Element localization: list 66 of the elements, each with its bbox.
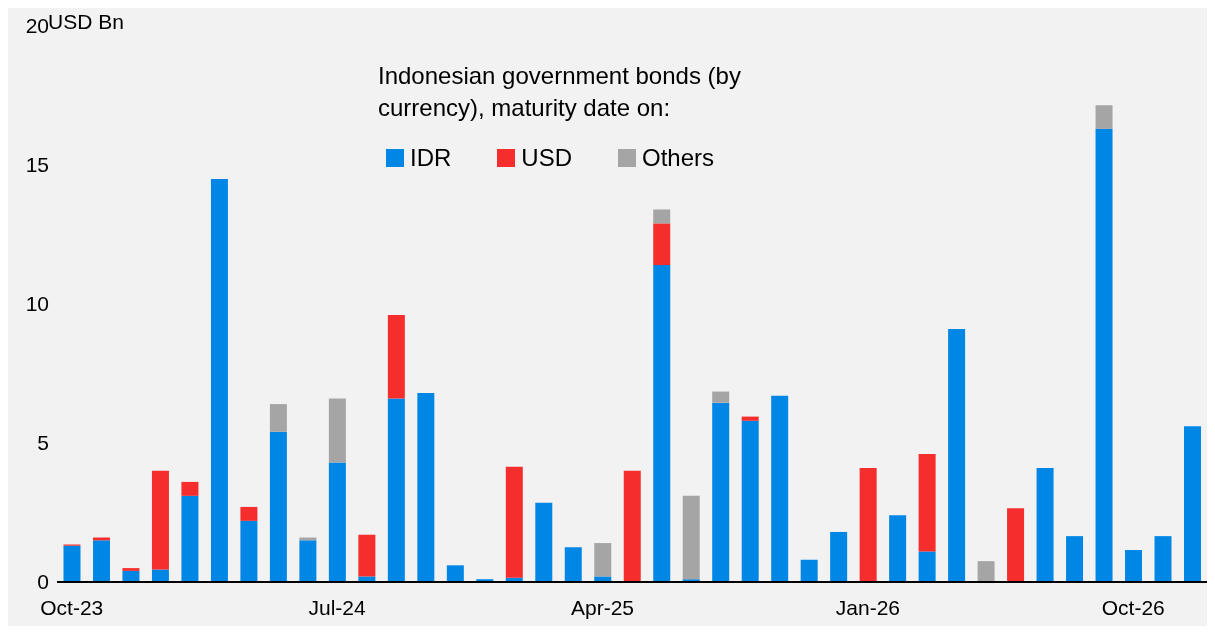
- x-tick-label: Apr-25: [571, 595, 635, 619]
- bar: [1095, 105, 1113, 129]
- y-tick-label: 0: [37, 570, 49, 594]
- bar: [948, 329, 966, 582]
- x-tick-label: Oct-26: [1101, 595, 1165, 619]
- bar: [151, 569, 169, 582]
- bar: [741, 416, 759, 421]
- bar: [918, 551, 936, 582]
- bar: [1095, 128, 1113, 582]
- bar: [859, 468, 877, 582]
- legend-label: Others: [642, 144, 715, 172]
- bar: [328, 462, 346, 582]
- bar: [358, 534, 376, 577]
- bar: [181, 495, 199, 582]
- bar: [594, 543, 612, 577]
- bar: [1154, 536, 1172, 582]
- bar: [122, 570, 140, 582]
- text: Indonesian government bonds (by currency), maturity date on:: [378, 61, 742, 123]
- bar: [918, 454, 936, 552]
- bar: [1125, 550, 1143, 582]
- bar: [181, 481, 199, 496]
- bar: [240, 520, 258, 582]
- bar: [653, 223, 671, 266]
- bar: [712, 391, 730, 403]
- bar: [446, 565, 464, 582]
- x-tick-label: Jul-24: [308, 595, 367, 619]
- bar: [299, 540, 317, 582]
- bar: [741, 420, 759, 582]
- bar: [1036, 468, 1054, 582]
- bar: [771, 395, 789, 582]
- bar: [92, 540, 110, 582]
- bar: [682, 495, 700, 580]
- bar: [800, 559, 818, 582]
- bar: [1066, 536, 1084, 582]
- y-tick-label: 5: [37, 431, 49, 455]
- legend-label: USD: [521, 144, 573, 172]
- bar: [505, 466, 523, 578]
- bar: [653, 265, 671, 582]
- x-tick-label: Jan-26: [835, 595, 901, 619]
- bar: [151, 470, 169, 570]
- bar: [240, 506, 258, 521]
- bar: [830, 531, 848, 582]
- y-tick-label: 10: [25, 292, 49, 316]
- y-tick-label: 15: [25, 153, 49, 177]
- bar: [328, 398, 346, 463]
- bar: [623, 470, 641, 582]
- bar: [63, 545, 81, 582]
- y-axis-title: USD Bn: [48, 10, 124, 34]
- bar: [1007, 508, 1025, 582]
- bar: [269, 404, 287, 432]
- bar: [535, 502, 553, 582]
- bar: [387, 315, 405, 399]
- x-tick-label: Oct-23: [40, 595, 104, 619]
- legend-label: IDR: [410, 144, 452, 172]
- bar: [977, 561, 995, 582]
- bar: [889, 515, 907, 582]
- bar: [387, 398, 405, 582]
- bar: [1184, 426, 1201, 582]
- bar: [269, 431, 287, 582]
- bar: [122, 568, 140, 571]
- y-tick-label: 20: [25, 14, 49, 38]
- bar: [564, 547, 582, 582]
- bar: [712, 402, 730, 582]
- bar: [653, 209, 671, 224]
- bar: [210, 178, 228, 582]
- bar: [417, 392, 435, 582]
